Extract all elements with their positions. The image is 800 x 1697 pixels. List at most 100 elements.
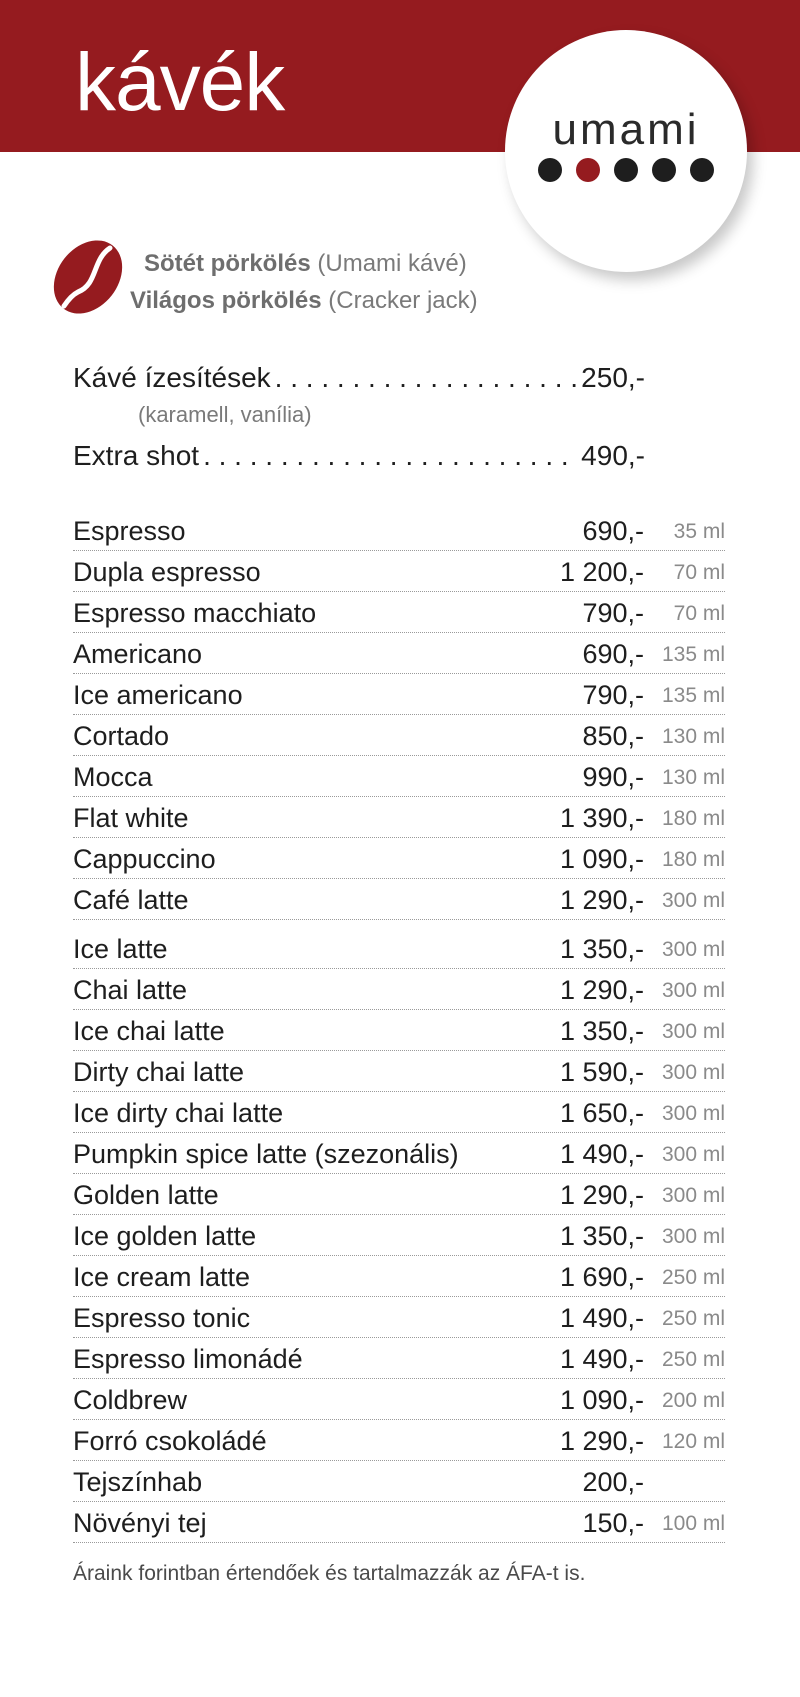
menu-item-volume: 70 ml xyxy=(673,561,725,584)
menu-item-price: 790,- xyxy=(582,680,644,710)
menu-item: Dirty chai latte 1 590,- 300 ml xyxy=(73,1051,725,1092)
menu-item-name: Espresso macchiato xyxy=(73,598,317,628)
menu-item-price: 1 290,- xyxy=(559,975,644,1005)
extra-item-price: 250,- xyxy=(581,362,645,393)
menu-item-name: Tejszínhab xyxy=(73,1467,203,1497)
menu-item-price: 1 650,- xyxy=(559,1098,644,1128)
menu-item: Cappuccino 1 090,- 180 ml xyxy=(73,838,725,879)
menu-item-price: 1 290,- xyxy=(559,885,644,915)
menu-item-name: Golden latte xyxy=(73,1180,219,1210)
menu-item: Ice cream latte 1 690,- 250 ml xyxy=(73,1256,725,1297)
menu-item: Ice americano 790,- 135 ml xyxy=(73,674,725,715)
menu-item-price: 200,- xyxy=(582,1467,644,1497)
menu-item-volume: 135 ml xyxy=(661,684,725,707)
menu-item: Espresso tonic 1 490,- 250 ml xyxy=(73,1297,725,1338)
menu-item-name: Forró csokoládé xyxy=(73,1426,267,1456)
menu-item-volume: 300 ml xyxy=(661,1143,725,1166)
menu-item: Ice latte 1 350,- 300 ml xyxy=(73,928,725,969)
menu-item-price: 1 090,- xyxy=(559,1385,644,1415)
menu-item: Mocca 990,- 130 ml xyxy=(73,756,725,797)
menu-item-name: Ice americano xyxy=(73,680,243,710)
menu-item-price: 1 200,- xyxy=(559,557,644,587)
menu-item: Flat white 1 390,- 180 ml xyxy=(73,797,725,838)
menu-item-name: Café latte xyxy=(73,885,189,915)
menu-item-price: 850,- xyxy=(582,721,644,751)
logo-text: umami xyxy=(552,105,700,154)
menu-item-name: Ice cream latte xyxy=(73,1262,251,1292)
menu-item-name: Cappuccino xyxy=(73,844,216,874)
leader-dots xyxy=(203,442,577,470)
menu-item: Ice golden latte 1 350,- 300 ml xyxy=(73,1215,725,1256)
menu-item-price: 1 390,- xyxy=(559,803,644,833)
roast-light: Világos pörkölés (Cracker jack) xyxy=(130,289,478,313)
menu-item: Ice chai latte 1 350,- 300 ml xyxy=(73,1010,725,1051)
menu-item-price: 1 290,- xyxy=(559,1180,644,1210)
menu-item-volume: 250 ml xyxy=(661,1307,725,1330)
roast-light-note: (Cracker jack) xyxy=(328,287,478,314)
menu-item-price: 1 690,- xyxy=(559,1262,644,1292)
menu-item-volume: 300 ml xyxy=(661,1225,725,1248)
roast-dark: Sötét pörkölés (Umami kávé) xyxy=(144,252,467,276)
logo-dot-accent xyxy=(576,158,600,182)
menu-item-volume: 100 ml xyxy=(661,1512,725,1535)
menu-item-name: Ice latte xyxy=(73,934,168,964)
extra-item-shot: Extra shot 490,- xyxy=(73,442,645,470)
menu-item-name: Pumpkin spice latte (szezonális) xyxy=(73,1139,459,1169)
menu-item-price: 990,- xyxy=(582,762,644,792)
menu-item-volume: 200 ml xyxy=(661,1389,725,1412)
extra-item-flavoring: Kávé ízesítések 250,- xyxy=(73,364,645,392)
menu-item: Espresso limonádé 1 490,- 250 ml xyxy=(73,1338,725,1379)
menu-item-price: 790,- xyxy=(582,598,644,628)
menu-item: Forró csokoládé 1 290,- 120 ml xyxy=(73,1420,725,1461)
menu-item-name: Ice dirty chai latte xyxy=(73,1098,284,1128)
menu-item-volume: 300 ml xyxy=(661,889,725,912)
logo-dot xyxy=(690,158,714,182)
leader-dots xyxy=(275,364,578,392)
roast-dark-note: (Umami kávé) xyxy=(317,250,467,277)
logo-dots xyxy=(538,158,714,182)
menu-item-price: 1 350,- xyxy=(559,1221,644,1251)
menu-item-price: 150,- xyxy=(582,1508,644,1538)
menu-item-name: Espresso limonádé xyxy=(73,1344,303,1374)
menu-item-price: 1 490,- xyxy=(559,1303,644,1333)
menu-item-name: Növényi tej xyxy=(73,1508,207,1538)
roast-dark-label: Sötét pörkölés xyxy=(144,250,311,277)
menu-item: Pumpkin spice latte (szezonális) 1 490,- 3… xyxy=(73,1133,725,1174)
menu-item-price: 1 490,- xyxy=(559,1344,644,1374)
page-title: kávék xyxy=(75,37,285,128)
menu-item-volume: 70 ml xyxy=(673,602,725,625)
menu-item: Cortado 850,- 130 ml xyxy=(73,715,725,756)
logo-dot xyxy=(538,158,562,182)
menu-item: Tejszínhab 200,- xyxy=(73,1461,725,1502)
menu-item-price: 1 590,- xyxy=(559,1057,644,1087)
logo-dot xyxy=(652,158,676,182)
menu-item-price: 1 290,- xyxy=(559,1426,644,1456)
coffee-bean-icon xyxy=(53,240,123,314)
menu-item-volume: 300 ml xyxy=(661,1020,725,1043)
menu-item-volume: 250 ml xyxy=(661,1348,725,1371)
menu-item-volume: 300 ml xyxy=(661,938,725,961)
menu-item: Növényi tej 150,- 100 ml xyxy=(73,1502,725,1543)
menu-item: Café latte 1 290,- 300 ml xyxy=(73,879,725,920)
logo-dot xyxy=(614,158,638,182)
menu-item-name: Espresso xyxy=(73,516,186,546)
extra-item-price: 490,- xyxy=(581,440,645,471)
footnote: Áraink forintban értendőek és tartalmazz… xyxy=(73,1562,586,1585)
menu-item-volume: 250 ml xyxy=(661,1266,725,1289)
menu-item: Ice dirty chai latte 1 650,- 300 ml xyxy=(73,1092,725,1133)
menu-item-volume: 35 ml xyxy=(673,520,725,543)
menu-item-name: Ice golden latte xyxy=(73,1221,257,1251)
menu-item-name: Americano xyxy=(73,639,203,669)
menu-item: Americano 690,- 135 ml xyxy=(73,633,725,674)
menu-item-name: Chai latte xyxy=(73,975,188,1005)
menu-item-name: Dirty chai latte xyxy=(73,1057,245,1087)
menu-item: Dupla espresso 1 200,- 70 ml xyxy=(73,551,725,592)
menu-item-name: Mocca xyxy=(73,762,153,792)
menu-item-name: Coldbrew xyxy=(73,1385,188,1415)
menu-item-price: 690,- xyxy=(582,516,644,546)
menu-item-volume: 300 ml xyxy=(661,979,725,1002)
extra-item-note: (karamell, vanília) xyxy=(138,402,312,427)
extra-item-name: Extra shot xyxy=(73,440,200,471)
roast-light-label: Világos pörkölés xyxy=(130,287,322,314)
menu-item-price: 1 350,- xyxy=(559,1016,644,1046)
